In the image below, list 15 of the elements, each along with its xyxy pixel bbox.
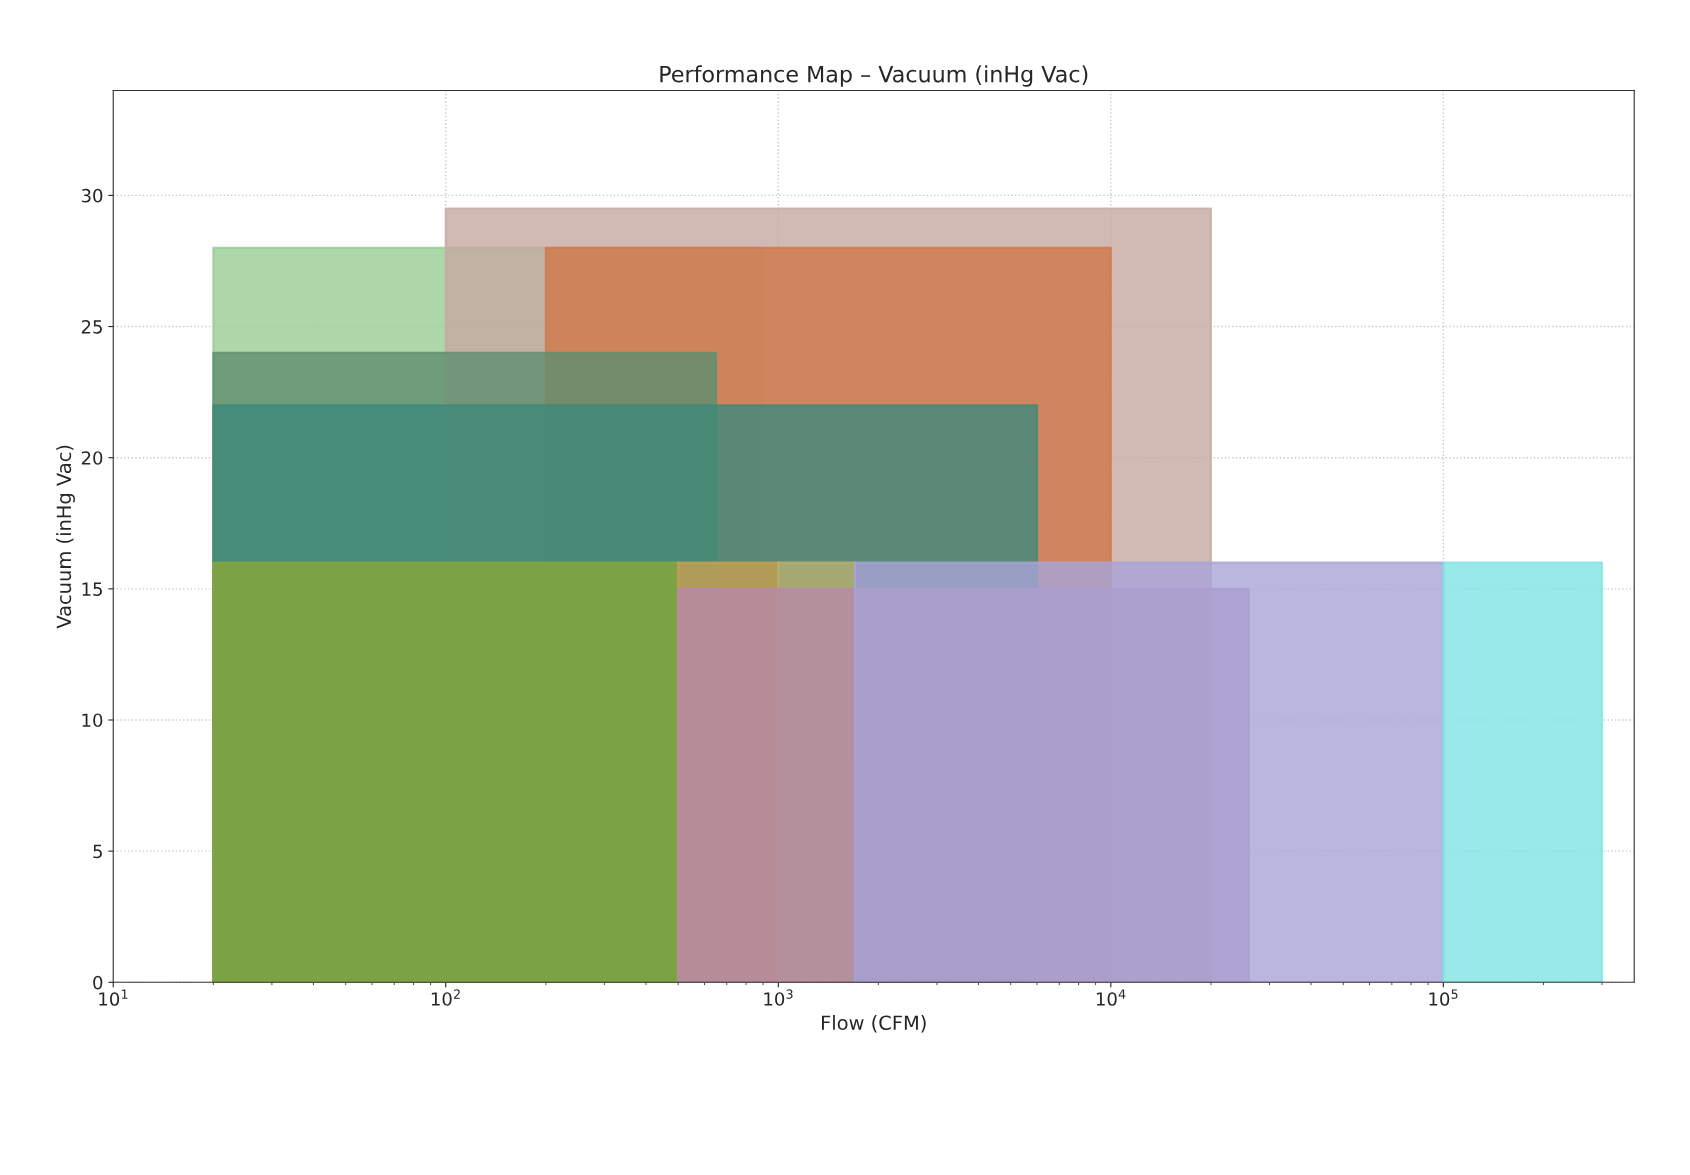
x-tick-label: 10$^{4}$ (1096, 989, 1126, 1006)
y-tick-label: 20 (81, 451, 103, 465)
y-tick-label: 5 (93, 844, 102, 859)
y-tick-label: 30 (81, 188, 103, 203)
y-tick-label: 15 (82, 582, 102, 596)
x-tick-label: 10$^{3}$ (764, 989, 793, 1006)
x-tick-label: 10$^{2}$ (431, 989, 460, 1006)
x-axis-title: Flow (CFM) (822, 1015, 926, 1033)
y-tick-label: 25 (81, 320, 102, 334)
x-tick-label: 10$^{1}$ (99, 989, 128, 1006)
x-tick-label: 10$^{5}$ (1429, 989, 1458, 1006)
y-axis-title: Vacuum (inHg Vac) (56, 445, 75, 629)
chart-title: Performance Map – Vacuum (inHg Vac) (660, 65, 1088, 87)
y-tick-label: 10 (82, 713, 103, 728)
y-tick-label: 0 (93, 975, 103, 990)
